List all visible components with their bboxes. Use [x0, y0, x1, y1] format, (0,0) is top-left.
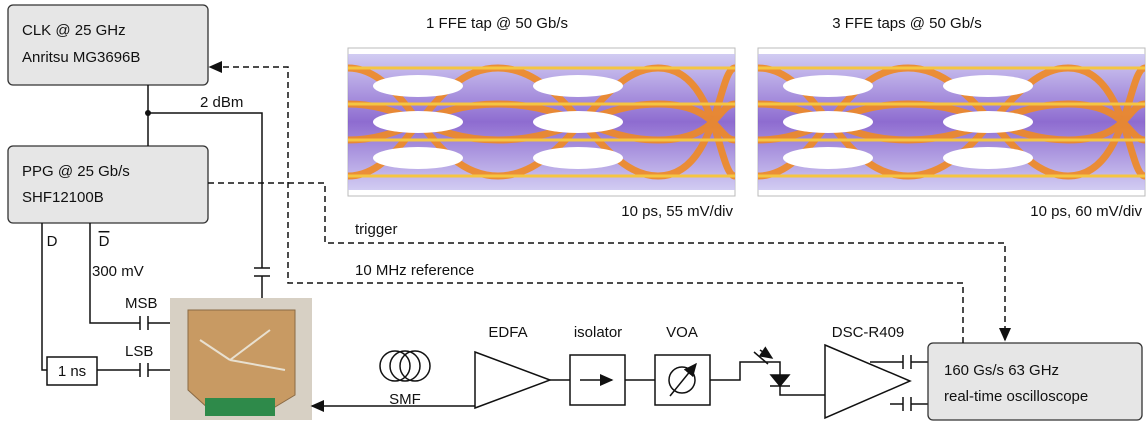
ppg-model: SHF12100B — [22, 189, 104, 206]
chip-pcb — [205, 398, 275, 416]
eye-diagram — [758, 48, 1145, 196]
chip-board — [188, 310, 295, 410]
smf-label: SMF — [389, 391, 421, 408]
lsb-label: LSB — [125, 343, 153, 360]
amp-label: DSC-R409 — [832, 324, 905, 341]
clk-box — [8, 5, 208, 85]
ppg-box — [8, 146, 208, 223]
clk-label: CLK @ 25 GHz — [22, 22, 126, 39]
d-label: D — [47, 233, 58, 250]
dbar-label: D — [99, 233, 110, 250]
scope-box — [928, 343, 1142, 420]
scope-label: 160 Gs/s 63 GHz — [944, 362, 1059, 379]
capacitor — [254, 268, 270, 276]
power-label: 2 dBm — [200, 94, 243, 111]
edfa-label: EDFA — [488, 324, 527, 341]
clk-model: Anritsu MG3696B — [22, 49, 140, 66]
msb-label: MSB — [125, 295, 158, 312]
eye-diagram — [348, 48, 735, 196]
amplifier — [825, 345, 910, 418]
ppg-label: PPG @ 25 Gb/s — [22, 163, 130, 180]
reference-label: 10 MHz reference — [355, 262, 474, 279]
delay-label: 1 ns — [58, 363, 86, 380]
trigger-label: trigger — [355, 221, 398, 238]
eye-title: 1 FFE tap @ 50 Gb/s — [426, 15, 568, 32]
eye-title: 3 FFE taps @ 50 Gb/s — [832, 15, 981, 32]
trigger-line — [208, 183, 1005, 340]
photodiode — [770, 375, 790, 386]
edfa — [475, 352, 550, 408]
wire — [710, 362, 825, 395]
eye-caption: 10 ps, 60 mV/div — [1030, 203, 1142, 220]
scope-model: real-time oscilloscope — [944, 388, 1088, 405]
diagram: CLK @ 25 GHz Anritsu MG3696B PPG @ 25 Gb… — [0, 0, 1147, 423]
isolator-label: isolator — [574, 324, 622, 341]
swing-label: 300 mV — [92, 263, 144, 280]
junction — [145, 110, 151, 116]
smf-coil — [380, 351, 430, 381]
voa-label: VOA — [666, 324, 698, 341]
eye-caption: 10 ps, 55 mV/div — [621, 203, 733, 220]
